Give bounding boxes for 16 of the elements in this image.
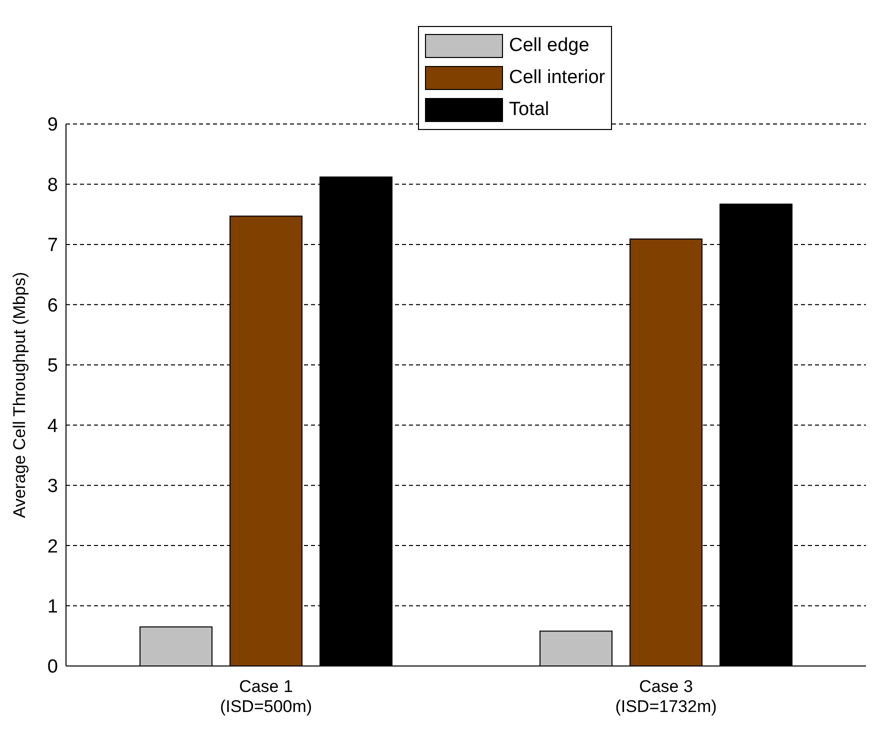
y-tick-label: 7 xyxy=(47,235,58,256)
y-axis-title: Average Cell Throughput (Mbps) xyxy=(10,272,30,518)
y-tick-label: 0 xyxy=(47,656,58,678)
y-tick-label: 2 xyxy=(47,536,58,558)
legend-label: Cell edge xyxy=(509,35,590,57)
x-tick-label: Case 3 (ISD=1732m) xyxy=(615,677,717,716)
y-tick-label: 1 xyxy=(47,596,58,618)
y-tick-label: 3 xyxy=(47,476,58,498)
y-tick-label: 9 xyxy=(47,114,58,136)
y-tick-label: 5 xyxy=(47,356,58,377)
y-tick-label: 8 xyxy=(47,174,58,196)
y-tick-label: 4 xyxy=(47,416,58,437)
y-tick-label: 6 xyxy=(47,295,58,316)
legend-label: Cell interior xyxy=(509,67,606,89)
x-tick-label: Case 1 (ISD=500m) xyxy=(220,677,312,716)
legend-label: Total xyxy=(509,99,550,121)
